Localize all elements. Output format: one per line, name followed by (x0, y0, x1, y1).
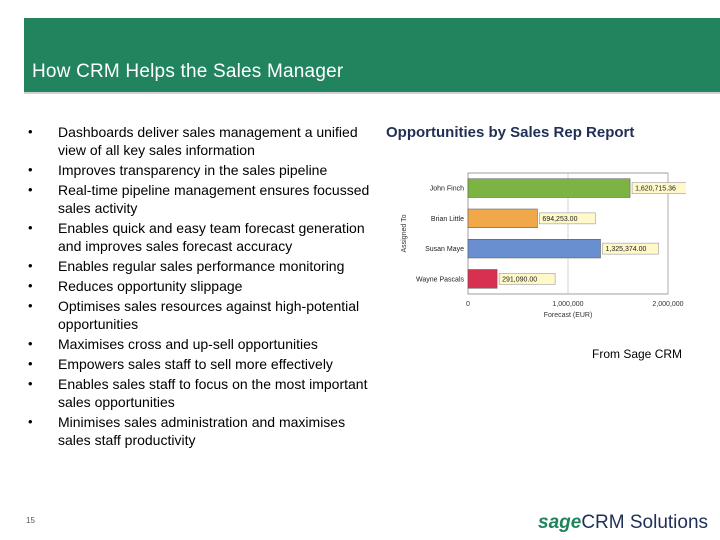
bullet-text: Real-time pipeline management ensures fo… (58, 182, 370, 216)
bullet-dot: • (28, 298, 33, 313)
page-number: 15 (26, 516, 35, 525)
data-label: 1,325,374.00 (606, 246, 647, 253)
bullet-text: Maximises cross and up-sell opportunitie… (58, 336, 318, 352)
bullet-text: Enables regular sales performance monito… (58, 258, 345, 274)
bullet-text: Reduces opportunity slippage (58, 278, 243, 294)
bullet-item: • Enables regular sales performance monit… (28, 257, 378, 275)
chart-canvas: 0 1,000,000 2,000,000 John Finch 1,620,715.3… (401, 172, 686, 319)
chart-title: Opportunities by Sales Rep Report (386, 124, 635, 141)
logo-brand: sage (538, 512, 582, 533)
x-axis-label: Forecast (EUR) (544, 312, 593, 319)
bullet-text: Minimises sales administration and maxim… (58, 414, 346, 448)
bullet-dot: • (28, 414, 33, 429)
data-label-box (498, 273, 556, 285)
x-tick-label: 0 (466, 301, 470, 308)
bullet-item: • Enables sales staff to focus on the mos… (28, 375, 378, 411)
bullet-item: • Dashboards deliver sales management a u… (28, 123, 378, 159)
data-label-box (602, 242, 659, 255)
category-label: Brian Little (431, 216, 464, 223)
bullet-item: • Enables quick and easy team forecast ge… (28, 219, 378, 255)
bullet-text: Enables quick and easy team forecast gen… (58, 220, 365, 254)
data-label: 1,620,715.36 (635, 186, 676, 193)
bar (467, 238, 601, 259)
bullet-dot: • (28, 336, 33, 351)
chart-caption: From Sage CRM (592, 347, 683, 361)
data-label: 291,090.00 (502, 276, 537, 283)
bullet-item: • Empowers sales staff to sell more effec… (28, 355, 378, 373)
data-label: 694,253.00 (542, 216, 577, 223)
bullet-item: • Maximises cross and up-sell opportuniti… (28, 335, 378, 353)
sage-crm-logo: sageCRM Solutions (538, 512, 708, 534)
slide-title: How CRM Helps the Sales Manager (32, 61, 344, 82)
bullet-text: Enables sales staff to focus on the most… (58, 376, 368, 410)
bullet-text: Dashboards deliver sales management a un… (58, 124, 358, 158)
bullet-dot: • (28, 258, 33, 273)
title-bar: How CRM Helps the Sales Manager (24, 18, 720, 92)
data-label-box (539, 212, 596, 225)
bullet-dot: • (28, 278, 33, 293)
bullet-dot: • (28, 182, 33, 197)
bullet-dot: • (28, 124, 33, 139)
title-divider (24, 92, 720, 94)
bullet-text: Improves transparency in the sales pipel… (58, 162, 328, 178)
bullet-text: Empowers sales staff to sell more effect… (58, 356, 333, 372)
bullet-dot: • (28, 376, 33, 391)
data-label-box (631, 182, 686, 194)
bullet-item: • Real-time pipeline management ensures f… (28, 181, 378, 217)
category-label: John Finch (430, 186, 464, 193)
x-tick-label: 2,000,000 (652, 301, 683, 308)
bullet-dot: • (28, 162, 33, 177)
bar (467, 178, 631, 198)
bullet-text: Optimises sales resources against high-p… (58, 298, 360, 332)
bullet-item: • Improves transparency in the sales pipe… (28, 161, 378, 179)
bullet-item: • Reduces opportunity slippage (28, 277, 378, 295)
bullet-item: • Minimises sales administration and maxi… (28, 413, 378, 449)
logo-product: CRM Solutions (581, 512, 709, 533)
bullet-dot: • (28, 356, 33, 371)
category-label: Wayne Pascals (416, 276, 464, 283)
x-tick-label: 1,000,000 (552, 301, 583, 308)
category-label: Susan Maye (425, 246, 464, 253)
y-axis-label: Assigned To (401, 214, 408, 252)
chart: Opportunities by Sales Rep Report 0 1,000… (386, 118, 686, 333)
bar (467, 208, 538, 229)
bar (467, 269, 498, 289)
bullet-dot: • (28, 220, 33, 235)
bullet-list: • Dashboards deliver sales management a u… (28, 123, 378, 451)
bullet-item: • Optimises sales resources against high-… (28, 297, 378, 333)
